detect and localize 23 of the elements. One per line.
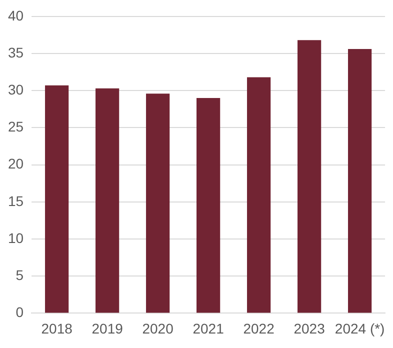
x-tick-label: 2022 — [243, 320, 275, 336]
bar — [298, 40, 322, 313]
y-tick-label: 30 — [8, 81, 24, 98]
bar — [45, 85, 69, 313]
y-tick-label: 10 — [8, 230, 24, 246]
y-tick-label: 15 — [8, 192, 24, 209]
bar — [146, 94, 170, 313]
y-tick-label: 40 — [8, 7, 24, 24]
x-tick-label: 2024 (*) — [334, 320, 385, 336]
x-tick-label: 2019 — [92, 320, 124, 336]
x-tick-label: 2018 — [41, 320, 73, 336]
x-tick-label: 2020 — [142, 320, 174, 336]
bar — [247, 77, 271, 313]
x-tick-label: 2023 — [294, 320, 326, 336]
bar — [348, 49, 372, 313]
x-tick-label: 2021 — [192, 320, 224, 336]
bar — [96, 88, 120, 313]
bar — [196, 98, 220, 313]
y-tick-label: 35 — [8, 44, 24, 60]
y-tick-label: 25 — [8, 118, 24, 135]
y-tick-label: 20 — [8, 156, 24, 172]
y-tick-label: 5 — [16, 266, 24, 283]
y-tick-label: 0 — [16, 304, 24, 320]
